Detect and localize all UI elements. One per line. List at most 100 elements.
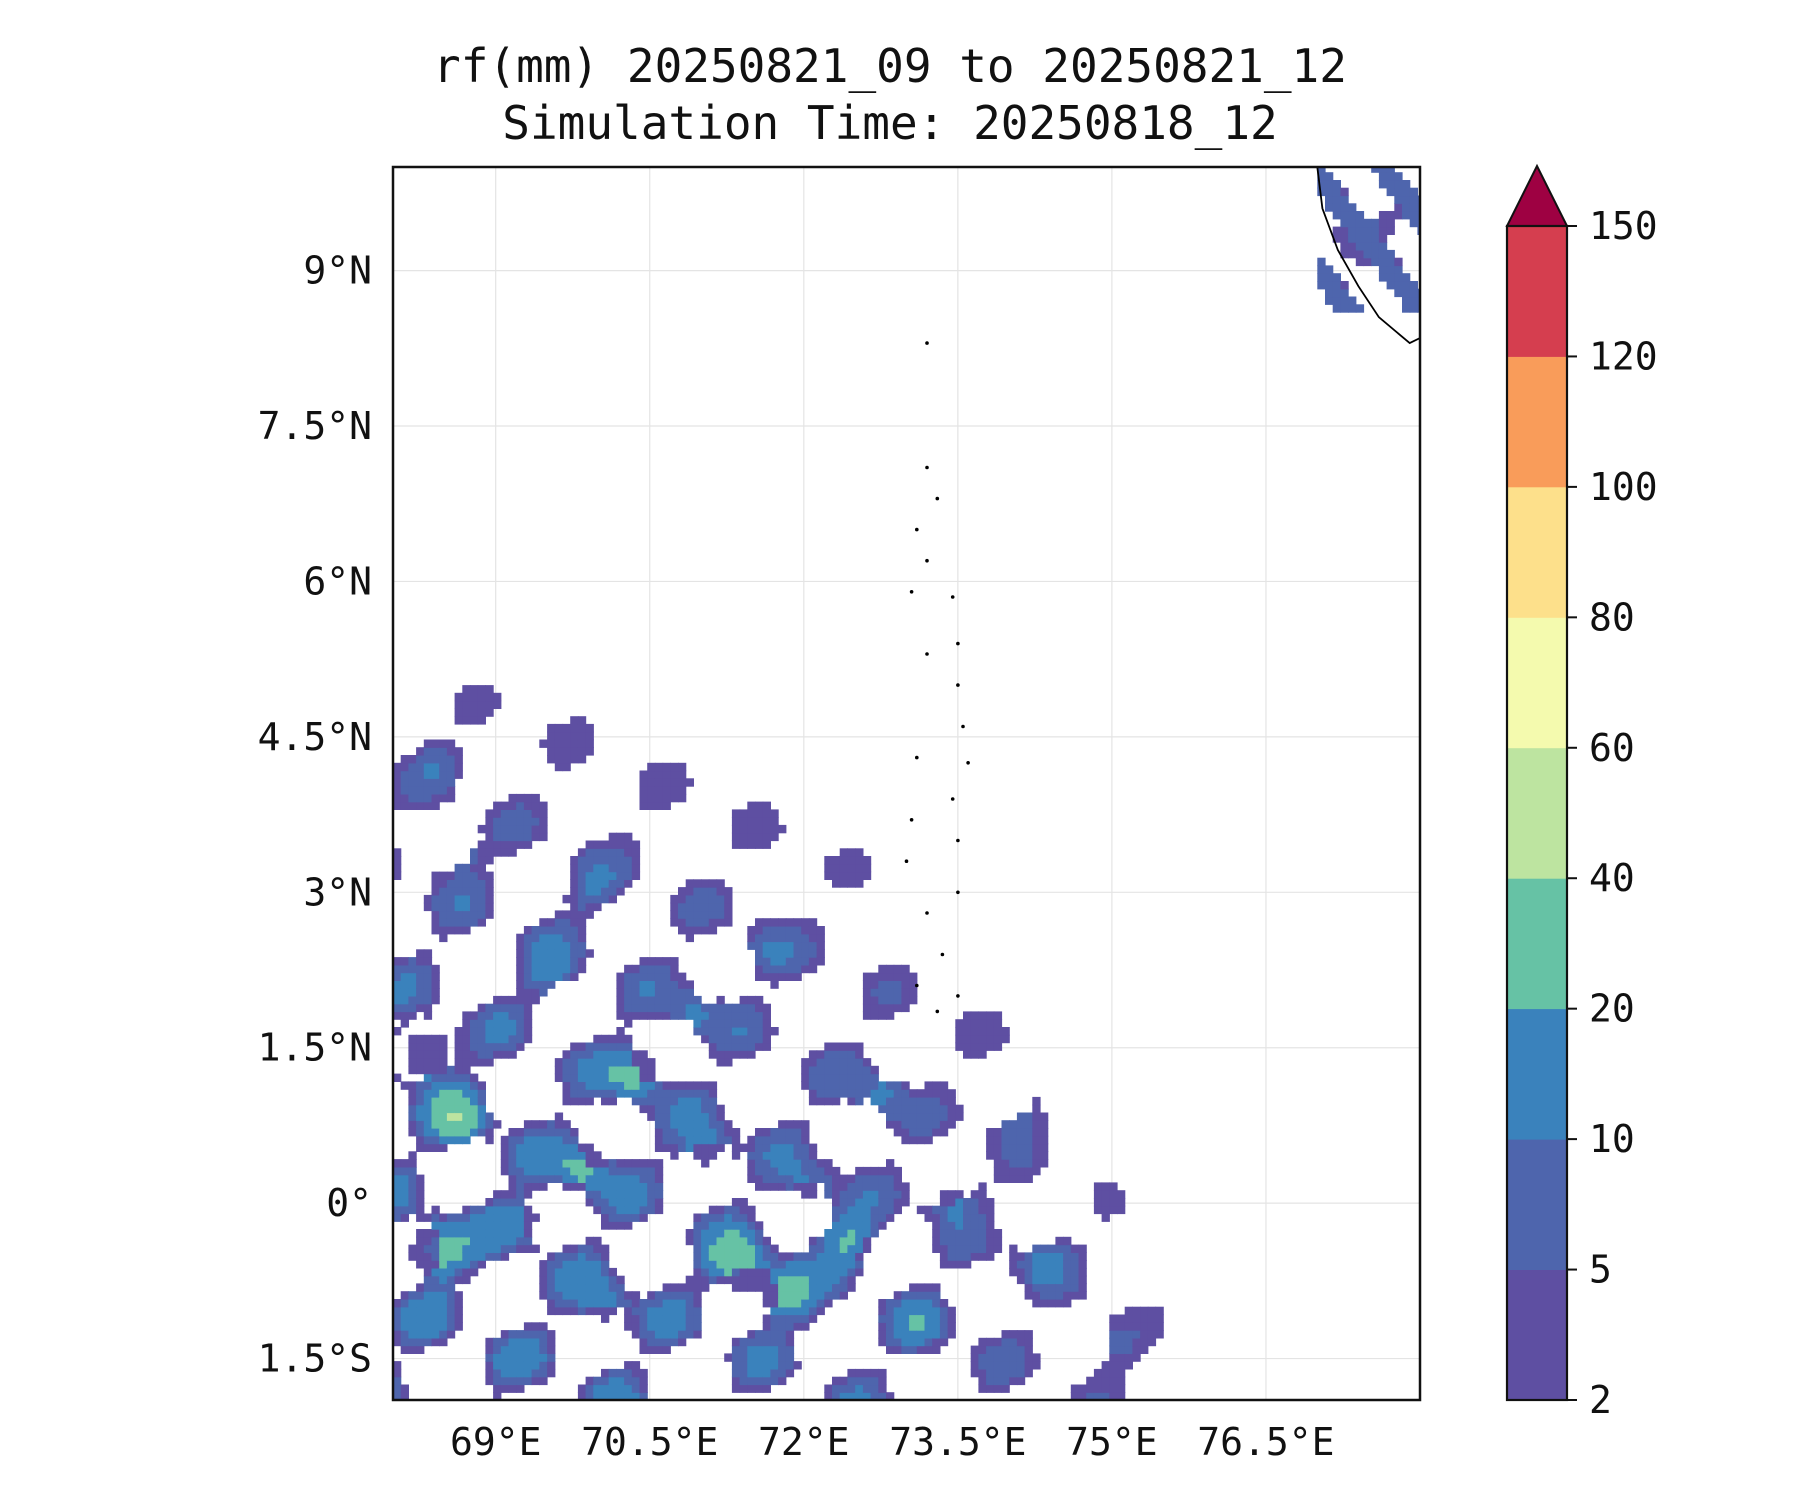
rain-pixel xyxy=(762,1299,771,1308)
rain-pixel xyxy=(855,1182,864,1191)
rain-pixel xyxy=(439,1081,448,1090)
rain-pixel xyxy=(924,1299,933,1308)
rain-pixel xyxy=(670,1337,679,1347)
rain-pixel xyxy=(770,1291,779,1300)
rain-pixel xyxy=(678,1143,687,1152)
rain-pixel xyxy=(747,1244,756,1253)
rain-pixel xyxy=(531,926,540,935)
rain-pixel xyxy=(693,1112,702,1121)
rain-pixel xyxy=(639,964,648,974)
rain-pixel xyxy=(824,1174,833,1183)
rain-pixel xyxy=(446,871,456,880)
rain-pixel xyxy=(616,879,625,888)
rain-pixel xyxy=(1078,1384,1087,1393)
rain-pixel xyxy=(755,918,764,927)
rain-pixel xyxy=(400,1337,409,1347)
rain-pixel xyxy=(793,1135,802,1145)
rain-pixel xyxy=(601,894,610,904)
rain-pixel xyxy=(1386,265,1395,274)
rain-pixel xyxy=(1348,249,1357,259)
rain-pixel xyxy=(647,1081,656,1090)
rain-pixel xyxy=(393,1159,402,1168)
rain-pixel xyxy=(454,1306,463,1316)
rain-pixel xyxy=(462,1027,471,1036)
rain-pixel xyxy=(647,1314,656,1323)
rain-pixel xyxy=(523,957,533,966)
rain-pixel xyxy=(477,1011,486,1020)
rain-pixel xyxy=(978,1182,987,1191)
rain-pixel xyxy=(485,1213,494,1222)
rain-pixel xyxy=(554,747,564,756)
rain-pixel xyxy=(647,1330,656,1339)
rain-pixel xyxy=(539,964,548,974)
rain-pixel xyxy=(485,887,494,896)
rain-pixel xyxy=(716,1205,725,1215)
rain-pixel xyxy=(608,1198,617,1207)
rain-pixel xyxy=(801,941,810,950)
rain-pixel xyxy=(416,1112,425,1121)
rain-pixel xyxy=(862,863,872,873)
rain-pixel xyxy=(570,972,579,981)
rain-pixel xyxy=(462,1213,471,1222)
rain-pixel xyxy=(423,1011,433,1020)
rain-pixel xyxy=(731,1368,741,1378)
rain-pixel xyxy=(886,1182,895,1191)
rain-pixel xyxy=(523,1221,533,1230)
rain-pixel xyxy=(477,1252,486,1261)
rain-pixel xyxy=(593,1205,602,1215)
rain-pixel xyxy=(1155,1330,1164,1339)
rain-pixel xyxy=(755,1229,764,1238)
rain-pixel xyxy=(808,918,818,927)
rain-pixel xyxy=(770,980,779,989)
rain-pixel xyxy=(554,723,564,733)
rain-pixel xyxy=(454,1120,463,1129)
rain-pixel xyxy=(416,747,425,756)
rain-pixel xyxy=(439,1306,448,1316)
rain-pixel xyxy=(477,848,486,857)
rain-pixel xyxy=(639,1089,648,1098)
rain-pixel xyxy=(678,1135,687,1145)
rain-pixel xyxy=(470,1267,479,1277)
rain-pixel xyxy=(731,1260,741,1269)
rain-pixel xyxy=(1009,1143,1018,1152)
rain-pixel xyxy=(1016,1337,1026,1347)
rain-pixel xyxy=(539,1143,548,1152)
rain-pixel xyxy=(500,1143,510,1152)
rain-pixel xyxy=(608,1392,617,1400)
rain-pixel xyxy=(408,778,417,787)
rain-pixel xyxy=(1109,1198,1118,1207)
rain-pixel xyxy=(778,1252,787,1261)
rain-pixel xyxy=(839,856,848,865)
rain-pixel xyxy=(477,1128,486,1137)
rain-pixel xyxy=(1016,1260,1026,1269)
rain-pixel xyxy=(516,1166,525,1176)
rain-pixel xyxy=(832,1213,841,1222)
rain-pixel xyxy=(601,1159,610,1168)
rain-pixel xyxy=(731,1128,741,1137)
rain-pixel xyxy=(778,1151,787,1160)
rain-pixel xyxy=(1409,296,1418,305)
rain-pixel xyxy=(608,1089,617,1098)
rain-pixel xyxy=(531,957,540,966)
rain-pixel xyxy=(639,1376,648,1386)
rain-pixel xyxy=(893,1345,902,1354)
rain-pixel xyxy=(747,1213,756,1222)
rain-pixel xyxy=(839,1065,848,1075)
rain-pixel xyxy=(531,809,540,818)
rain-pixel xyxy=(562,1073,571,1082)
rain-pixel xyxy=(485,1337,494,1347)
rain-pixel xyxy=(416,964,425,974)
rain-pixel xyxy=(855,1252,864,1261)
rain-pixel xyxy=(793,1275,802,1285)
rain-pixel xyxy=(654,1198,664,1207)
rain-pixel xyxy=(593,848,602,857)
rain-pixel xyxy=(1355,242,1365,251)
rain-pixel xyxy=(1055,1244,1064,1253)
rain-pixel xyxy=(708,1011,718,1020)
rain-pixel xyxy=(862,1236,872,1246)
rain-pixel xyxy=(639,1205,648,1215)
rain-pixel xyxy=(462,910,471,919)
rain-pixel xyxy=(470,1089,479,1098)
rain-pixel xyxy=(955,1252,964,1261)
rain-pixel xyxy=(423,1081,433,1090)
